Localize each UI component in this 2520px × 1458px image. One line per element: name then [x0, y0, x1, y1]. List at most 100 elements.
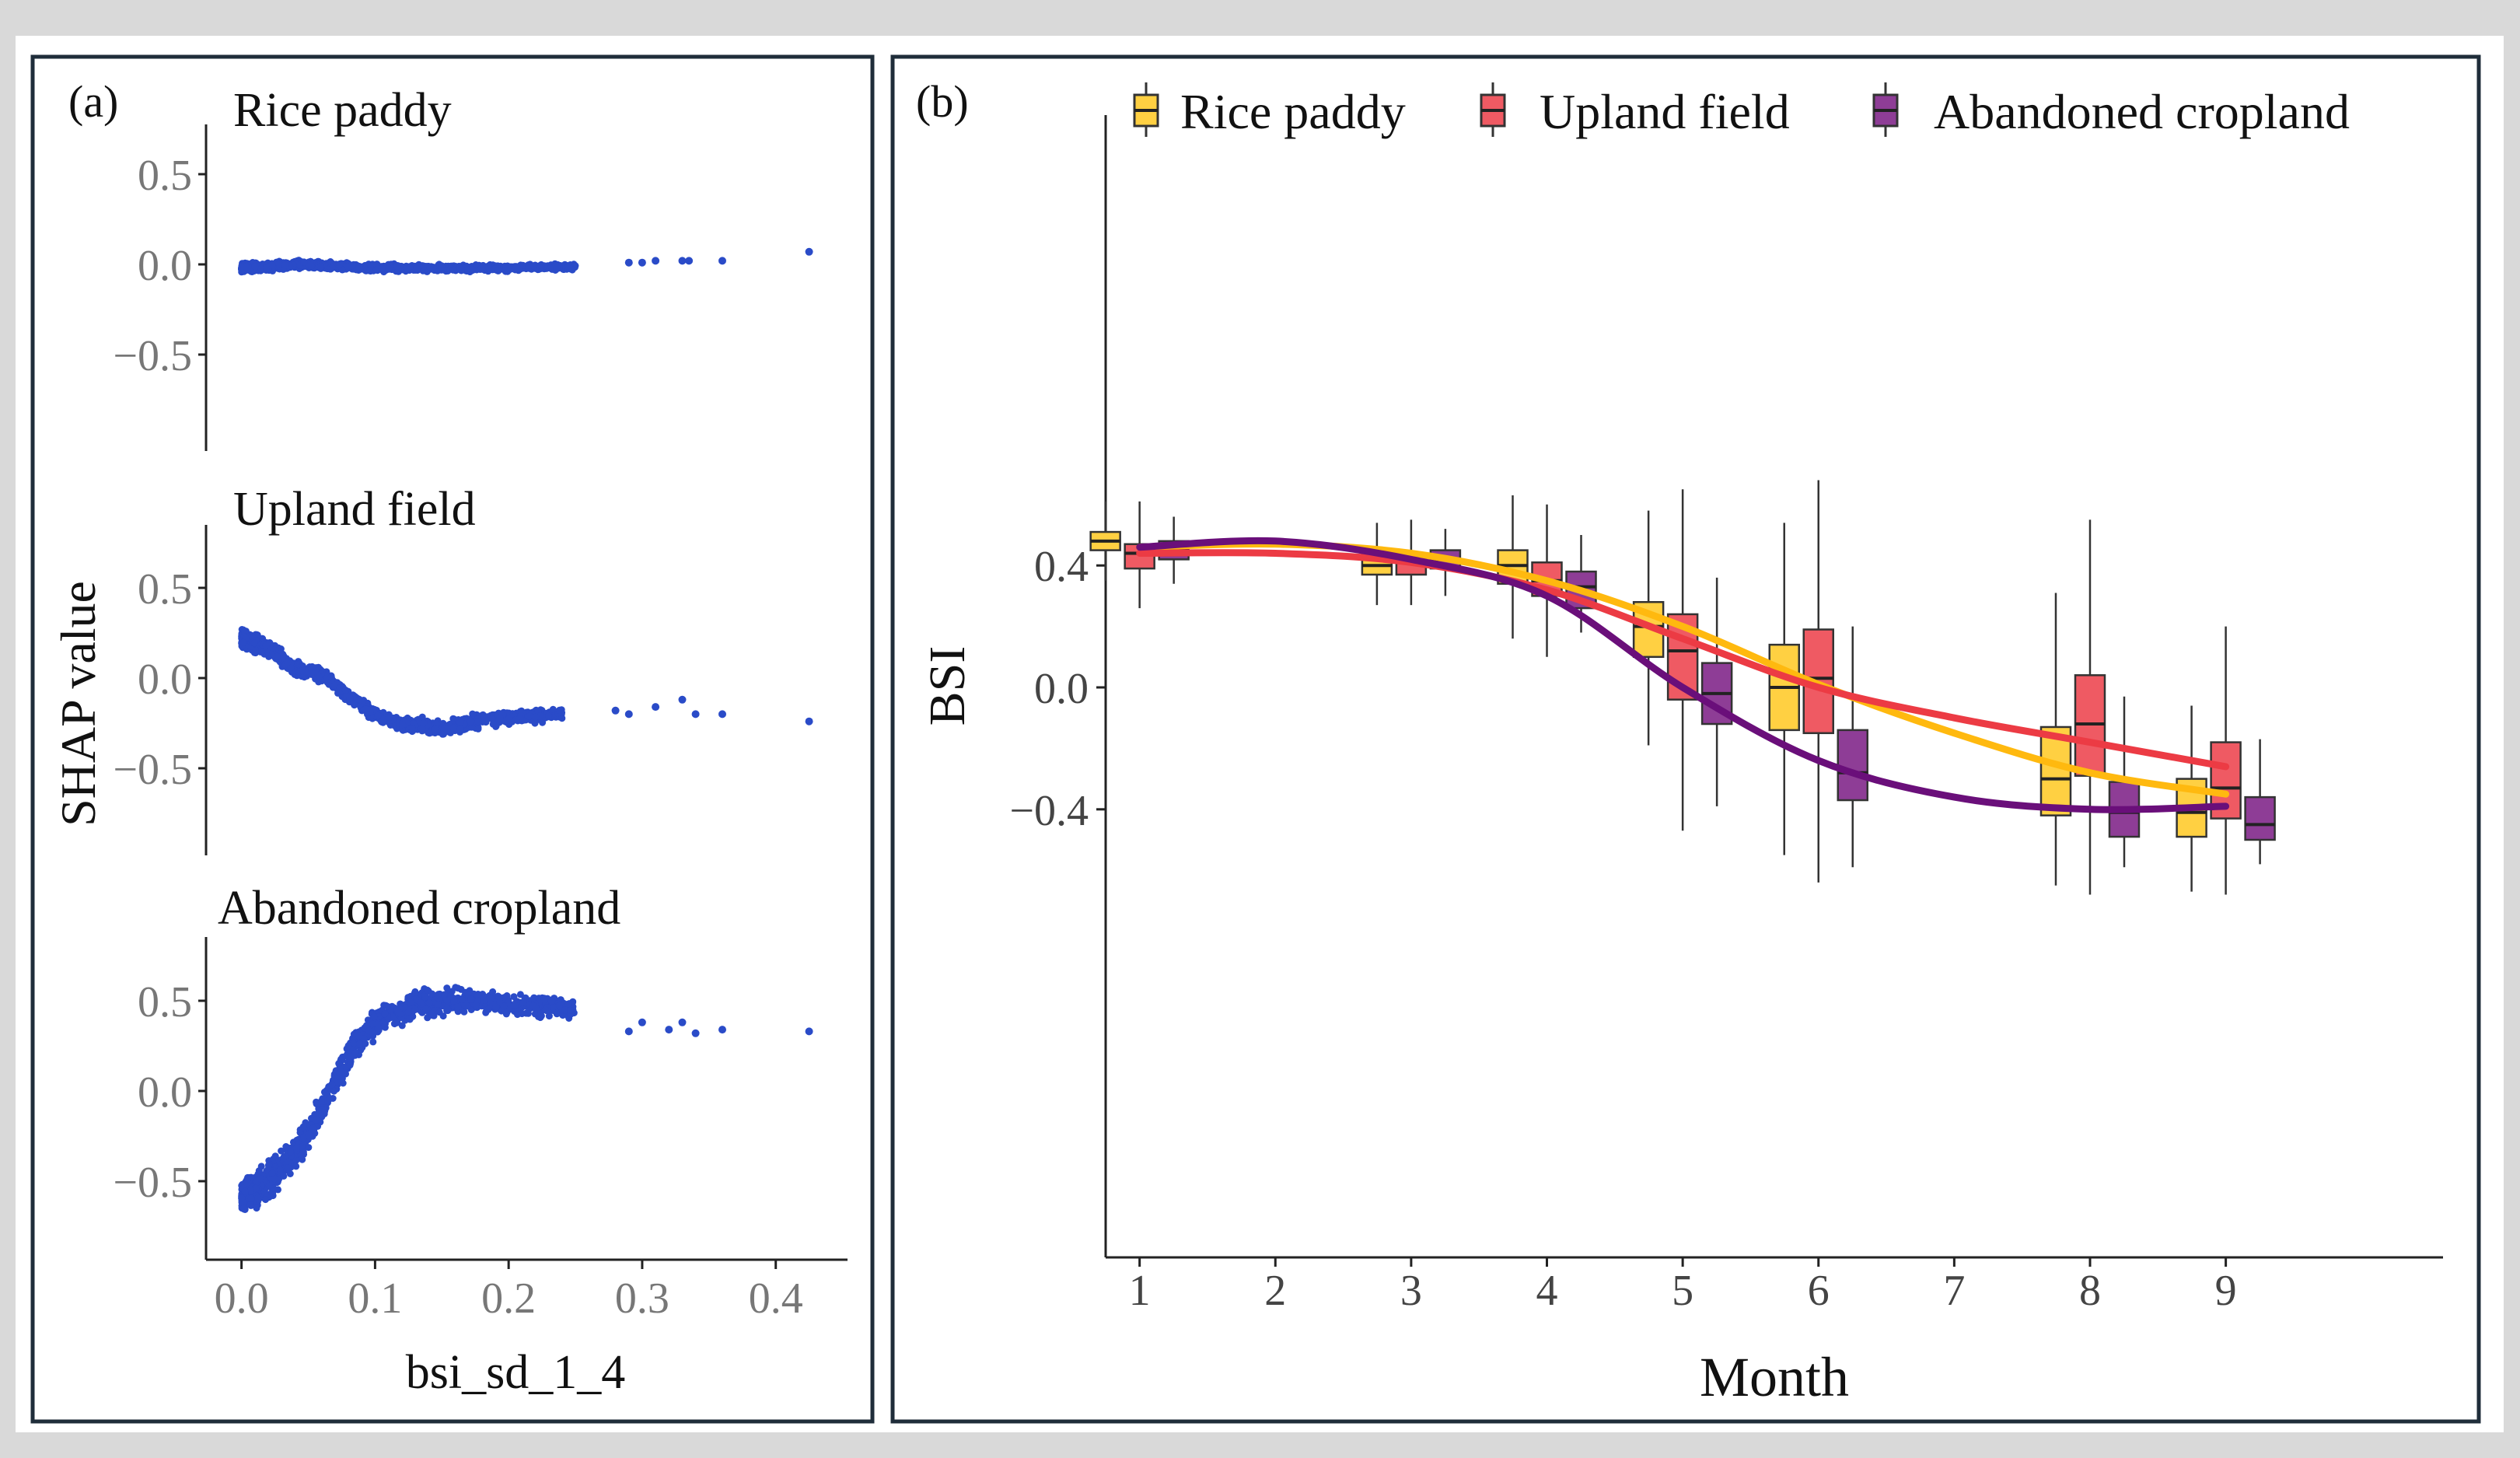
scatter-point [678, 1018, 687, 1026]
scatter-point [449, 724, 457, 732]
scatter-point [467, 718, 474, 726]
scatter-point [368, 1028, 376, 1036]
scatter-point [316, 263, 324, 271]
subplot-points [238, 247, 813, 276]
scatter-point [422, 1005, 430, 1013]
scatter-point [443, 1005, 451, 1013]
scatter-point [638, 258, 646, 267]
scatter-point [624, 1027, 633, 1036]
scatter-point [463, 1002, 470, 1009]
scatter-point [456, 719, 464, 726]
legend-label-upland-field: Upland field [1540, 84, 1790, 139]
scatter-point [407, 998, 414, 1006]
legend-label-rice-paddy: Rice paddy [1180, 84, 1406, 139]
scatter-point [449, 266, 457, 274]
scatter-point [458, 995, 466, 1003]
scatter-point [321, 1107, 329, 1114]
subplot-title-rice-paddy: Rice paddy [233, 84, 452, 137]
scatter-point [327, 673, 335, 681]
scatter-point [355, 264, 363, 271]
panel-b-border [890, 54, 2481, 1424]
scatter-point [530, 262, 537, 270]
scatter-point [496, 715, 504, 722]
scatter-point [270, 1184, 278, 1192]
box-body [1837, 729, 1869, 802]
scatter-point [247, 1173, 255, 1181]
scatter-point [439, 263, 446, 271]
scatter-point [519, 998, 527, 1006]
scatter-point [564, 1000, 572, 1008]
scatter-point [442, 725, 449, 732]
scatter-point [348, 262, 355, 270]
scatter-point [611, 706, 620, 715]
subplot-rice-paddy: Rice paddy 0.5 0.0 −0.5 [113, 84, 813, 451]
x-tick-label: 1 [1129, 1267, 1151, 1315]
scatter-point [262, 1196, 269, 1204]
scatter-point [374, 712, 382, 719]
scatter-point [417, 998, 425, 1006]
scatter-point [652, 257, 660, 265]
scatter-point [718, 710, 726, 719]
scatter-point [450, 997, 458, 1005]
scatter-point [468, 266, 476, 273]
scatter-point [378, 264, 386, 272]
scatter-point [518, 1010, 526, 1018]
scatter-point [337, 1068, 345, 1075]
scatter-point [251, 263, 259, 271]
scatter-point [284, 659, 292, 666]
scatter-point [489, 720, 497, 728]
scatter-point [369, 1020, 376, 1028]
scatter-point [805, 247, 813, 256]
panel-b-ylabel: BSI [919, 646, 976, 726]
panel-b: (b) BSI Month 0.4 0.0 −0.4 1 2 3 4 5 6 7 8 9 Rice … [890, 54, 2481, 1424]
scatter-point [341, 686, 349, 694]
y-tick-label: 0.0 [1034, 665, 1089, 713]
legend-label-abandoned-cropland: Abandoned cropland [1934, 84, 2350, 139]
scatter-point [691, 1029, 700, 1037]
scatter-point [426, 263, 434, 271]
scatter-point [691, 710, 700, 719]
scatter-point [532, 713, 540, 721]
scatter-point [393, 262, 400, 270]
panel-a-label: (a) [68, 76, 118, 127]
scatter-point [346, 1061, 354, 1069]
panel-a-xlabel: bsi_sd_1_4 [406, 1346, 625, 1399]
scatter-point [279, 1154, 287, 1162]
x-tick-label: 3 [1400, 1267, 1422, 1315]
scatter-point [495, 267, 502, 274]
scatter-point [374, 1025, 382, 1033]
scatter-point [718, 257, 726, 265]
subplot-y-ticks: 0.5 0.0 −0.5 [113, 152, 206, 380]
scatter-point [685, 257, 694, 265]
x-tick-label: 0.1 [348, 1274, 402, 1323]
scatter-point [652, 703, 660, 712]
scatter-point [399, 721, 407, 729]
scatter-point [547, 998, 555, 1005]
scatter-point [568, 266, 576, 274]
scatter-point [369, 1038, 377, 1046]
scatter-point [551, 260, 559, 267]
y-tick-label: 0.0 [138, 1068, 192, 1117]
scatter-point [567, 1006, 574, 1014]
y-tick-label: −0.5 [113, 332, 192, 380]
scatter-point [555, 1002, 563, 1009]
scatter-point [362, 705, 369, 713]
y-tick-label: 0.5 [138, 565, 192, 614]
scatter-point [381, 1010, 389, 1018]
scatter-point [330, 1087, 338, 1095]
scatter-point [425, 729, 433, 737]
scatter-point [434, 1000, 442, 1008]
scatter-point [262, 642, 270, 649]
scatter-point [386, 714, 393, 722]
scatter-point [457, 266, 465, 274]
scatter-point [624, 710, 633, 719]
x-tick-label: 8 [2079, 1267, 2101, 1315]
scatter-point [274, 652, 281, 660]
scatter-point [281, 261, 288, 269]
x-tick-label: 5 [1672, 1267, 1693, 1315]
scatter-point [512, 716, 520, 723]
scatter-point [305, 1131, 313, 1138]
scatter-point [496, 998, 504, 1005]
scatter-point [351, 1049, 359, 1057]
